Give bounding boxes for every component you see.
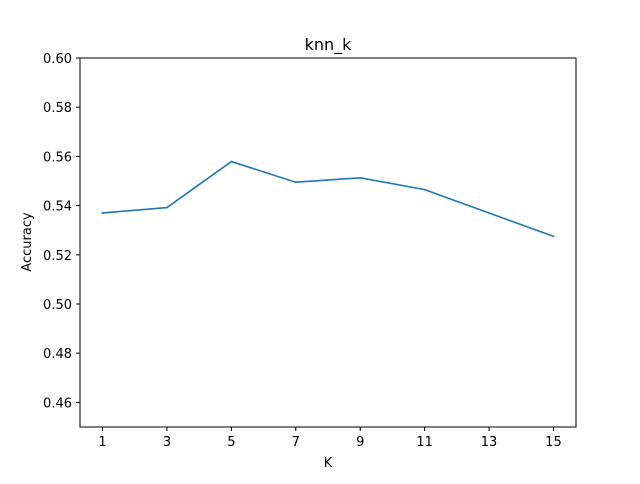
y-tick-label: 0.60: [43, 52, 72, 67]
y-tick-label: 0.48: [43, 347, 72, 362]
x-tick-label: 15: [545, 435, 562, 450]
x-axis-label: K: [324, 456, 333, 471]
x-tick-label: 1: [98, 435, 106, 450]
data-point: [488, 212, 490, 214]
data-point: [230, 160, 233, 163]
x-tick-label: 5: [227, 435, 235, 450]
x-tick-label: 9: [356, 435, 364, 450]
data-point: [423, 188, 426, 191]
x-tick-label: 7: [292, 435, 300, 450]
chart-title: knn_k: [305, 35, 353, 55]
y-tick-label: 0.54: [43, 200, 72, 215]
y-tick-label: 0.46: [43, 396, 72, 411]
x-tick-label: 3: [163, 435, 171, 450]
series-layer: [101, 160, 555, 238]
y-axis-ticks: 0.46 0.48 0.50 0.52 0.54 0.56 0.58 0.60: [43, 52, 80, 411]
data-point: [294, 181, 297, 184]
data-point: [359, 177, 362, 179]
y-tick-label: 0.50: [43, 298, 72, 313]
data-point: [101, 212, 104, 214]
data-point: [552, 235, 555, 238]
series-line: [101, 160, 555, 238]
y-tick-label: 0.52: [43, 249, 72, 264]
x-tick-label: 11: [416, 435, 433, 450]
x-tick-label: 13: [481, 435, 498, 450]
plot-frame: [79, 57, 577, 428]
y-tick-label: 0.58: [43, 101, 72, 116]
y-tick-label: 0.56: [43, 150, 72, 165]
x-axis-ticks: 1 3 5 7 9 11 13 15: [98, 427, 562, 450]
y-axis-label: Accuracy: [20, 212, 35, 272]
data-point: [166, 206, 168, 209]
